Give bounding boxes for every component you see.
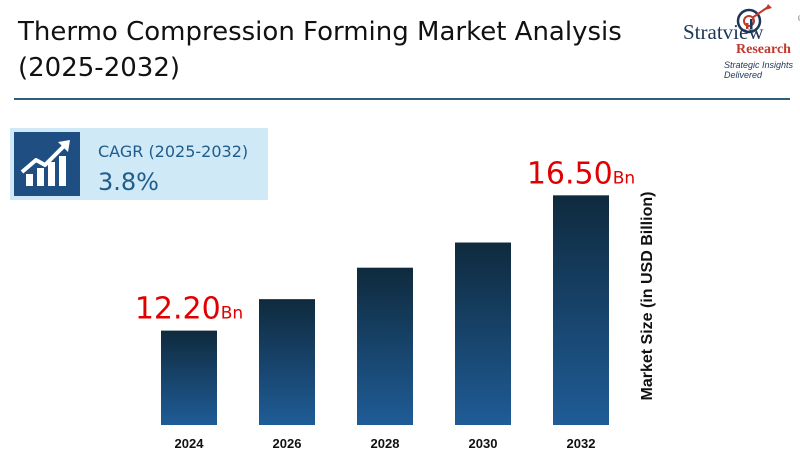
- bar-2028: [357, 267, 413, 425]
- cagr-label: CAGR (2025-2032): [98, 142, 249, 161]
- brand-subtitle: Research: [736, 42, 791, 57]
- x-tick-label-2028: 2028: [371, 436, 400, 451]
- growth-chart-icon: [14, 132, 80, 196]
- x-tick-label-2026: 2026: [273, 436, 302, 451]
- x-tick-label-2030: 2030: [469, 436, 498, 451]
- bar-2024: [161, 330, 217, 425]
- x-tick-label-2032: 2032: [567, 436, 596, 451]
- x-tick-label-2024: 2024: [175, 436, 205, 451]
- brand-registered-mark: ®: [798, 14, 800, 23]
- brand-tagline: Strategic Insights Delivered: [724, 60, 794, 80]
- title-divider: [14, 98, 790, 100]
- bar-2030: [455, 242, 511, 425]
- compass-target-icon: [736, 4, 772, 34]
- bar-2032: [553, 195, 609, 425]
- bar-2026: [259, 299, 315, 425]
- data-label-2032: 16.50Bn: [527, 156, 635, 191]
- page-title: Thermo Compression Forming Market Analys…: [18, 17, 622, 83]
- brand-name: Stratview: [683, 20, 764, 44]
- brand-logo: Stratview ® Research Strategic Insights …: [628, 4, 800, 80]
- y-axis-label: Market Size (in USD Billion): [639, 191, 656, 401]
- cagr-value: 3.8%: [98, 168, 159, 196]
- cagr-panel: CAGR (2025-2032) 3.8%: [10, 128, 268, 200]
- data-label-2024: 12.20Bn: [135, 292, 243, 327]
